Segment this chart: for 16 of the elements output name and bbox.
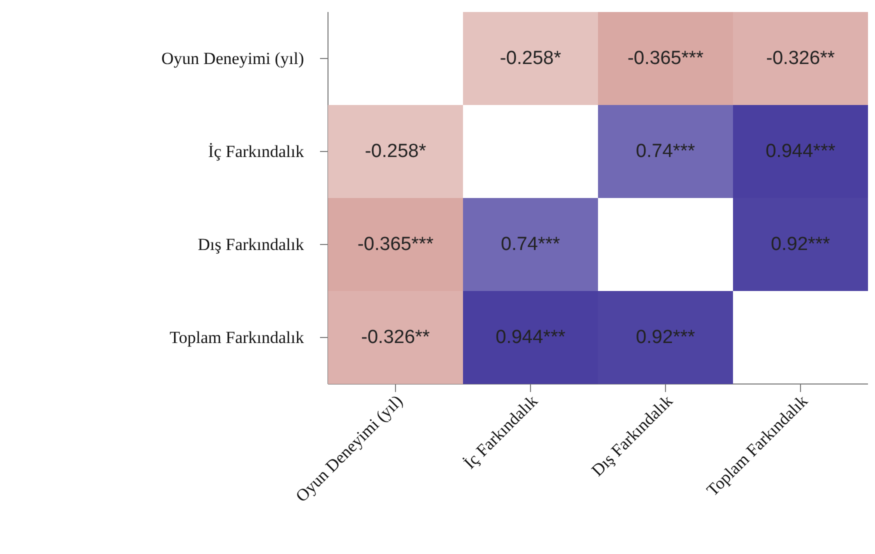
data-label: 0.944*** (766, 141, 836, 162)
data-label: 0.92*** (770, 234, 831, 255)
data-label: -0.365*** (357, 234, 434, 255)
data-label: -0.326** (361, 327, 430, 348)
y-tick-label: Dış Farkındalık (198, 235, 304, 254)
data-label: 0.74*** (636, 141, 696, 162)
data-label: -0.365*** (627, 48, 704, 69)
data-label: -0.258* (500, 48, 562, 69)
data-label: 0.944*** (496, 327, 566, 348)
data-label: -0.326** (766, 48, 836, 69)
y-tick-label: Toplam Farkındalık (170, 328, 304, 347)
y-tick-label: İç Farkındalık (208, 142, 304, 161)
data-label: -0.258* (364, 141, 427, 162)
data-label: 0.74*** (500, 234, 561, 255)
y-tick-label: Oyun Deneyimi (yıl) (161, 49, 304, 68)
data-label: 0.92*** (636, 327, 696, 348)
